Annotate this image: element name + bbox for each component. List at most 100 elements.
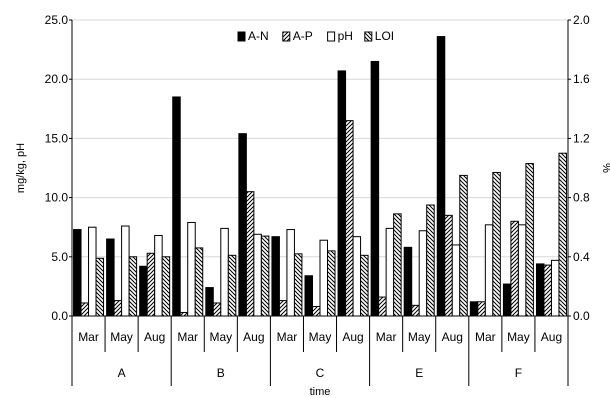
bar-ph [286, 229, 295, 317]
bar-ph [385, 227, 395, 317]
bar-loi [128, 256, 138, 317]
legend-swatch-ph [327, 31, 336, 42]
x-tick-label: Mar [177, 330, 198, 344]
y-tick-label: 0.0 [51, 309, 68, 323]
bar-ph [121, 225, 130, 317]
bar-ph [220, 227, 229, 317]
x-group-label: F [515, 366, 522, 380]
bar-a-n [172, 96, 181, 317]
bar-a-n [469, 301, 479, 317]
x-tick-label: Mar [475, 330, 496, 344]
bar-a-p [80, 302, 90, 317]
bar-a-p [312, 306, 321, 317]
bar-loi [95, 257, 105, 317]
bar-ph [517, 224, 527, 317]
bar-a-n [535, 263, 545, 317]
bar-loi [492, 171, 501, 317]
bar-a-p [543, 264, 552, 317]
bar-a-n [106, 238, 115, 317]
x-tick-label: May [408, 330, 431, 344]
bar-loi [260, 235, 270, 317]
bar-a-p [411, 304, 420, 317]
legend: A-N A-P pH LOI [237, 29, 394, 43]
legend-label-ph: pH [338, 29, 353, 43]
bar-loi [227, 254, 237, 317]
y2-tick-label: 1.2 [573, 131, 590, 145]
bar-a-n [238, 133, 247, 317]
bar-a-n [73, 229, 82, 317]
x-group-label: A [118, 366, 126, 380]
bar-a-n [304, 275, 313, 317]
bar-loi [426, 204, 435, 317]
bar-loi [327, 250, 336, 317]
y-axis-title: mg/kg, pH [15, 143, 27, 193]
legend-label-a-n: A-N [248, 29, 269, 43]
x-group-label: C [316, 366, 325, 380]
bar-a-p [113, 300, 123, 317]
legend-swatch-loi [364, 31, 373, 42]
bar-a-n [337, 70, 347, 317]
bar-loi [194, 247, 204, 317]
bar-a-n [205, 287, 214, 317]
y-tick-label: 10.0 [45, 191, 69, 205]
y2-tick-label: 1.6 [573, 72, 590, 86]
bar-a-n [436, 36, 446, 317]
x-tick-label: May [507, 330, 530, 344]
bar-loi [393, 213, 402, 317]
bar-ph [253, 233, 262, 317]
x-tick-label: Mar [277, 330, 298, 344]
x-group-label: B [217, 366, 225, 380]
x-tick-label: Aug [144, 330, 165, 344]
bar-a-n [271, 236, 280, 317]
y2-tick-label: 0.4 [573, 250, 590, 264]
bar-a-p [278, 300, 288, 317]
y-tick-label: 20.0 [45, 72, 69, 86]
bar-a-p [245, 191, 255, 317]
bar-a-p [477, 301, 486, 317]
bar-ph [88, 226, 97, 317]
x-tick-label: Aug [342, 330, 363, 344]
bar-ph [154, 234, 163, 317]
bar-loi [293, 253, 303, 317]
y2-axis-title: % [600, 163, 610, 173]
bar-a-p [179, 311, 189, 317]
bars [73, 36, 567, 317]
legend-label-loi: LOI [375, 29, 394, 43]
x-tick-label: May [110, 330, 133, 344]
y-tick-label: 15.0 [45, 131, 69, 145]
bar-a-p [378, 296, 387, 317]
legend-swatch-a-p [282, 31, 291, 42]
bar-a-n [403, 246, 413, 317]
x-tick-label: Aug [243, 330, 264, 344]
y2-tick-label: 2.0 [573, 13, 590, 27]
bar-ph [550, 259, 560, 317]
bar-a-p [444, 214, 453, 317]
bar-ph [187, 221, 196, 317]
x-tick-label: Aug [442, 330, 463, 344]
legend-swatch-a-n [237, 31, 246, 42]
y-tick-label: 5.0 [51, 250, 68, 264]
bar-ph [484, 224, 494, 317]
bar-a-p [345, 120, 354, 317]
x-tick-label: May [209, 330, 232, 344]
axes: 0.0 5.0 10.0 15.0 20.0 25.0 0.0 0.4 0.8 1.2 1.6 2.0… [45, 13, 590, 386]
bar-ph [418, 230, 428, 317]
x-group-label: E [415, 366, 423, 380]
bar-a-n [502, 283, 512, 317]
bar-a-n [139, 265, 148, 317]
x-axis-title: time [310, 386, 331, 398]
bar-a-p [146, 252, 156, 317]
bar-a-p [212, 302, 222, 317]
bar-loi [161, 256, 171, 317]
y2-tick-label: 0.0 [573, 309, 590, 323]
bar-loi [558, 152, 567, 317]
legend-label-a-p: A-P [293, 29, 313, 43]
x-tick-label: Mar [376, 330, 397, 344]
bar-a-p [510, 220, 519, 317]
bar-loi [459, 174, 468, 317]
x-tick-label: Mar [78, 330, 99, 344]
x-tick-label: May [309, 330, 332, 344]
bar-ph [319, 239, 328, 317]
x-tick-label: Aug [541, 330, 562, 344]
